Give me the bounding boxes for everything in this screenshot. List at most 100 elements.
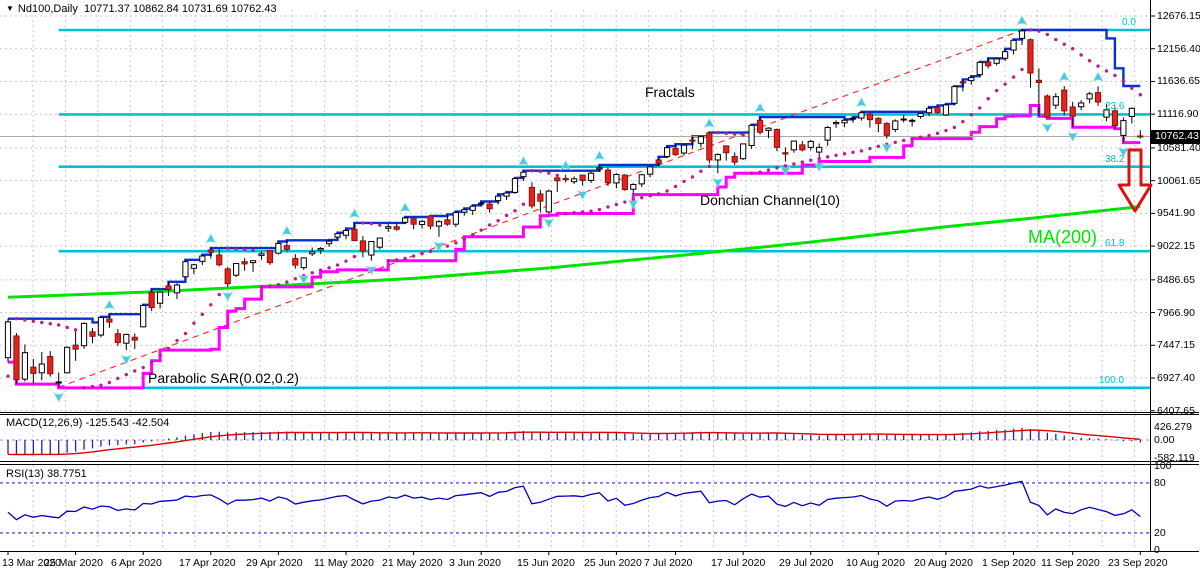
macd-axis-label: -582.119: [1154, 452, 1195, 464]
date-axis-label: 29 Jul 2020: [779, 557, 834, 569]
sar-dot: [310, 271, 314, 275]
fractal-up-icon: [593, 150, 606, 161]
sar-dot: [1121, 79, 1126, 83]
sar-dot: [23, 318, 27, 322]
fib-level-label: 23.6: [1105, 101, 1125, 112]
price-axis-label: 12676.15: [1157, 10, 1200, 22]
date-axis-label: 11 May 2020: [314, 557, 374, 569]
macd-axis-label: 426.279: [1154, 421, 1192, 433]
fractal-down-icon: [813, 161, 826, 173]
sar-dot: [386, 259, 390, 263]
sar-dot: [994, 88, 999, 93]
rsi-axis-label: 80: [1154, 477, 1166, 489]
fractal-down-icon: [711, 177, 724, 188]
sar-dot: [124, 372, 128, 377]
sar-dot: [318, 268, 323, 272]
sar-dot: [766, 168, 771, 172]
sar-dot: [1045, 32, 1050, 37]
sar-dot: [707, 164, 712, 169]
sar-dot: [606, 205, 610, 209]
price-axis-label: 9022.15: [1157, 240, 1195, 252]
fractal-up-icon: [703, 117, 716, 129]
sar-dot: [640, 196, 644, 200]
sar-dot: [1054, 37, 1058, 42]
sar-dot: [538, 169, 543, 174]
sar-dot: [149, 360, 154, 365]
sar-dot: [902, 138, 906, 143]
sar-dot: [1130, 86, 1134, 90]
sar-dot: [487, 223, 492, 227]
sar-dot: [859, 149, 864, 153]
sar-dot: [648, 194, 652, 198]
fractal-up-icon: [281, 225, 293, 237]
chart-title: ▼ Nd100,Daily 10771.37 10862.84 10731.69 …: [6, 3, 277, 15]
sar-dot: [335, 263, 340, 267]
date-axis-label: 21 May 2020: [382, 557, 443, 569]
sar-dot: [234, 247, 238, 251]
sar-dot: [6, 374, 10, 378]
candles: [4, 29, 1144, 388]
sar-dot: [868, 146, 872, 151]
sar-dot: [741, 133, 745, 137]
rsi-axis-label: 20: [1154, 527, 1166, 539]
sar-dot: [572, 211, 576, 215]
date-axis-label: 23 Sep 2020: [1108, 557, 1168, 569]
sar-dot: [175, 338, 179, 343]
symbol-dropdown-icon[interactable]: ▼: [6, 4, 14, 13]
fractal-down-icon: [1117, 146, 1130, 158]
sar-dot: [1138, 93, 1143, 97]
sar-dot: [800, 160, 804, 164]
date-axis-label: 17 Apr 2020: [179, 557, 236, 569]
price-axis-label: 7966.90: [1157, 307, 1195, 319]
sar-dot: [251, 248, 255, 253]
sar-dot: [1096, 64, 1100, 68]
sell-signal-arrow-icon[interactable]: [1117, 148, 1153, 213]
parabolic-sar-annotation: Parabolic SAR(0.02,0.2): [148, 370, 299, 386]
sar-dot: [276, 283, 281, 287]
date-axis-label: 3 Jun 2020: [449, 557, 501, 569]
fractal-up-icon: [1092, 71, 1104, 83]
fractal-down-icon: [433, 240, 445, 252]
fractal-up-icon: [103, 299, 116, 311]
sar-dot: [1020, 67, 1024, 72]
sar-dot: [403, 256, 407, 261]
ma200-annotation: MA(200): [1028, 227, 1098, 247]
donchian-upper-line[interactable]: [8, 28, 1141, 324]
sar-dot: [352, 254, 357, 259]
ma200-line[interactable]: [7, 205, 1141, 299]
fib-level-label: 0.0: [1122, 17, 1136, 28]
sar-dot: [749, 171, 754, 175]
sar-dot: [682, 179, 686, 184]
sar-dot: [597, 207, 602, 212]
sar-dot: [504, 213, 509, 218]
date-axis-label: 7 Jul 2020: [644, 557, 693, 569]
fractal-down-icon: [1066, 131, 1079, 142]
sar-dot: [1071, 47, 1075, 51]
date-axis-label: 25 Mar 2020: [44, 557, 103, 569]
sar-dot: [462, 237, 466, 241]
sar-dot: [48, 322, 52, 326]
rsi-axis-label: 100: [1154, 460, 1172, 472]
price-axis-label: 6927.40: [1157, 372, 1195, 384]
sar-dot: [665, 189, 669, 193]
fractal-down-icon: [1041, 122, 1054, 134]
sar-dot: [1062, 42, 1066, 46]
sar-dot: [82, 386, 86, 390]
sar-dot: [268, 284, 272, 288]
sar-dot: [217, 292, 221, 297]
sar-dot: [589, 209, 593, 213]
sar-dot: [1011, 75, 1016, 79]
sar-dot: [327, 266, 331, 270]
sar-dot: [141, 365, 145, 370]
sar-dot: [564, 211, 568, 216]
sar-dot: [285, 280, 289, 284]
sar-dot: [935, 131, 940, 136]
donchian-lower-line[interactable]: [8, 104, 1141, 390]
sar-dot: [14, 316, 19, 321]
date-axis-label: 25 Jun 2020: [584, 557, 642, 569]
fractal-down-icon: [365, 264, 378, 276]
fractal-down-icon: [627, 198, 640, 210]
price-axis-label: 8486.65: [1157, 274, 1195, 286]
